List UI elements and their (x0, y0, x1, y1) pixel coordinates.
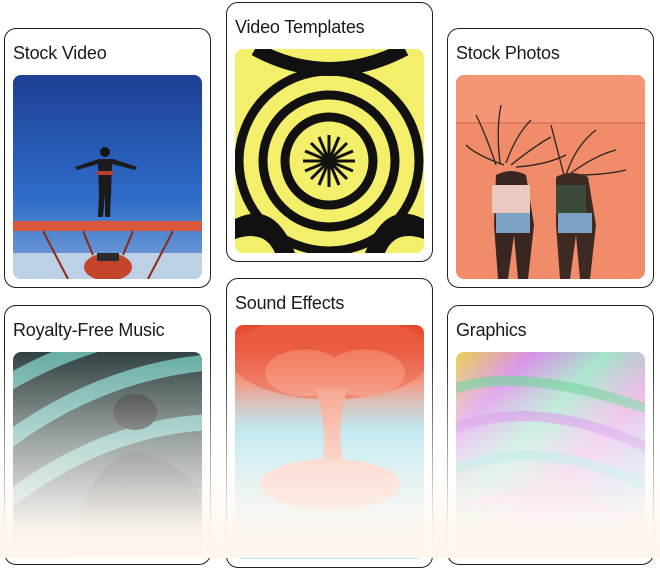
card-title: Video Templates (235, 17, 365, 37)
card-stock-photos[interactable]: Stock Photos (447, 28, 654, 288)
video-templates-thumbnail (235, 49, 424, 253)
card-title: Graphics (456, 320, 527, 340)
graphics-thumbnail (456, 352, 645, 556)
card-video-templates[interactable]: Video Templates (226, 2, 433, 262)
card-stock-video[interactable]: Stock Video (4, 28, 211, 288)
card-royalty-free-music[interactable]: Royalty-Free Music (4, 305, 211, 565)
card-title: Sound Effects (235, 293, 345, 313)
stock-video-thumbnail (13, 75, 202, 279)
card-title: Stock Photos (456, 43, 560, 63)
card-graphics[interactable]: Graphics (447, 305, 654, 565)
card-sound-effects[interactable]: Sound Effects (226, 278, 433, 568)
card-title: Royalty-Free Music (13, 320, 165, 340)
stock-photos-thumbnail (456, 75, 645, 279)
music-thumbnail (13, 352, 202, 556)
sound-effects-thumbnail (235, 325, 424, 559)
card-title: Stock Video (13, 43, 107, 63)
